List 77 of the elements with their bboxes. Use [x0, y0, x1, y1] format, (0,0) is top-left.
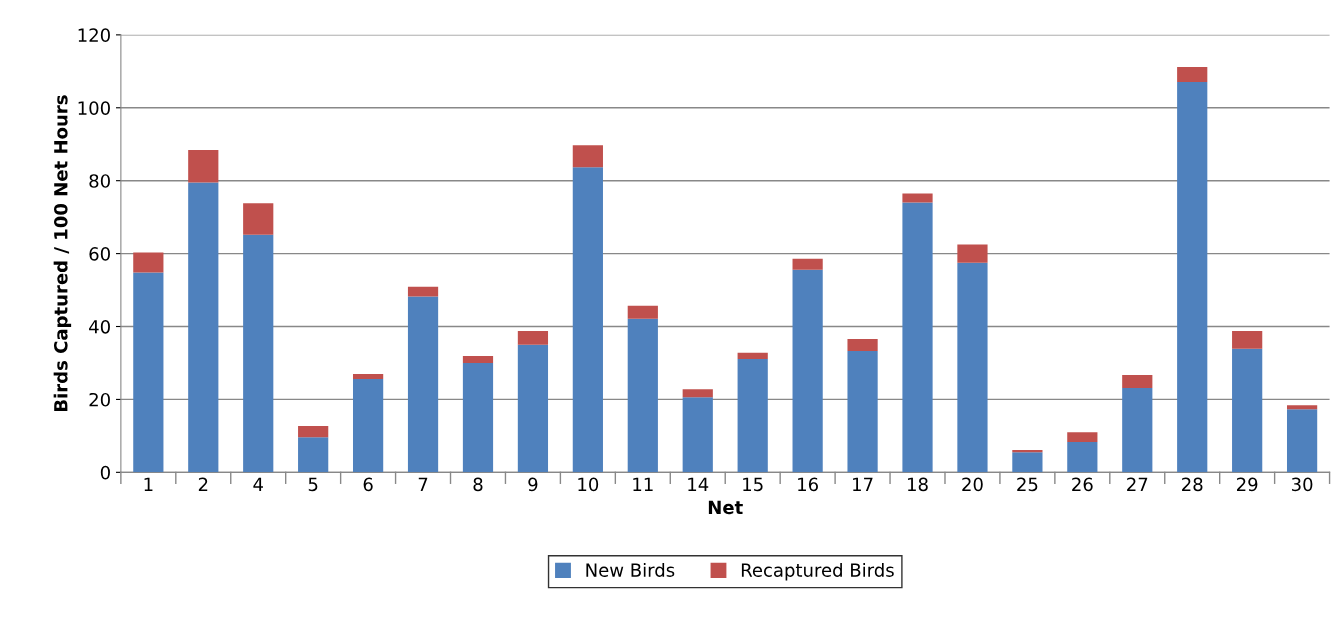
bar: [462, 356, 494, 363]
x-tick-label: 1: [144, 477, 153, 491]
bar: [188, 150, 219, 183]
bar: [957, 262, 988, 473]
legend-label: Recaptured Birds: [741, 562, 894, 581]
x-tick-label: 2: [198, 477, 208, 491]
legend-label: New Birds: [586, 562, 675, 577]
x-tick-label: 4: [253, 477, 263, 491]
x-tick-label: 8: [473, 477, 483, 492]
x-tick-label: 26: [1072, 477, 1093, 492]
bar: [243, 203, 274, 235]
y-tick-label: 80: [89, 174, 110, 188]
x-tick-label: 30: [1291, 477, 1313, 492]
x-tick-label: 6: [363, 477, 373, 492]
bar: [407, 296, 439, 473]
x-tick-label: 28: [1182, 477, 1203, 492]
bar: [353, 379, 384, 473]
bar: [462, 362, 494, 473]
bar: [572, 167, 603, 473]
x-tick-label: 18: [908, 477, 928, 492]
bar: [1067, 442, 1098, 473]
y-tick-label: 40: [89, 319, 110, 334]
bar: [1232, 330, 1263, 349]
x-tick-label: 17: [853, 477, 873, 491]
y-tick-label: 100: [78, 101, 110, 115]
bar: [407, 286, 439, 297]
y-tick-label: 120: [78, 28, 110, 42]
x-tick-label: 7: [418, 477, 428, 491]
y-tick-label: 20: [89, 392, 110, 407]
x-tick-label: 9: [528, 477, 538, 492]
bar: [1177, 66, 1208, 82]
x-tick-label: 25: [1017, 477, 1038, 492]
bar: [792, 269, 823, 473]
x-tick-label: 29: [1236, 477, 1258, 492]
x-tick-label: 20: [962, 477, 983, 492]
bar: [1286, 409, 1318, 473]
bar: [902, 202, 933, 473]
bar: [627, 305, 658, 319]
bar: [902, 193, 933, 203]
bar: [627, 318, 658, 473]
bar: [298, 437, 329, 473]
bar: [243, 234, 274, 473]
x-tick-label: 10: [578, 477, 599, 492]
bar: [353, 373, 384, 380]
bar: [792, 258, 823, 270]
bar: [847, 350, 878, 473]
bar: [682, 397, 713, 473]
y-tick-label: 60: [89, 247, 110, 261]
bar: [1286, 405, 1318, 410]
x-tick-label: 5: [308, 477, 318, 492]
bar: [517, 330, 549, 345]
bar: [1232, 348, 1263, 473]
bar: [133, 252, 164, 273]
bar: [737, 352, 768, 359]
bar: [1012, 450, 1043, 453]
bar: [847, 338, 878, 351]
bar: [957, 244, 988, 263]
bar: [682, 389, 713, 398]
bar: [572, 145, 603, 168]
x-tick-label: 27: [1127, 477, 1148, 491]
bar: [737, 358, 768, 473]
bar: [1177, 81, 1208, 473]
bar: [1012, 452, 1043, 473]
bar: [298, 426, 329, 438]
x-tick-label: 15: [743, 477, 763, 492]
x-tick-label: 16: [798, 477, 818, 492]
x-axis-title: Net: [708, 500, 743, 515]
x-tick-label: 14: [688, 477, 709, 491]
bar: [1122, 375, 1153, 389]
bar: [1122, 388, 1153, 473]
bar: [133, 272, 164, 473]
bar: [1067, 432, 1098, 443]
y-axis-title: Birds Captured / 100 Net Hours: [53, 95, 72, 412]
bar: [188, 182, 219, 473]
bar: [517, 344, 549, 473]
x-tick-label: 11: [633, 477, 653, 491]
y-tick-label: 0: [100, 465, 110, 480]
